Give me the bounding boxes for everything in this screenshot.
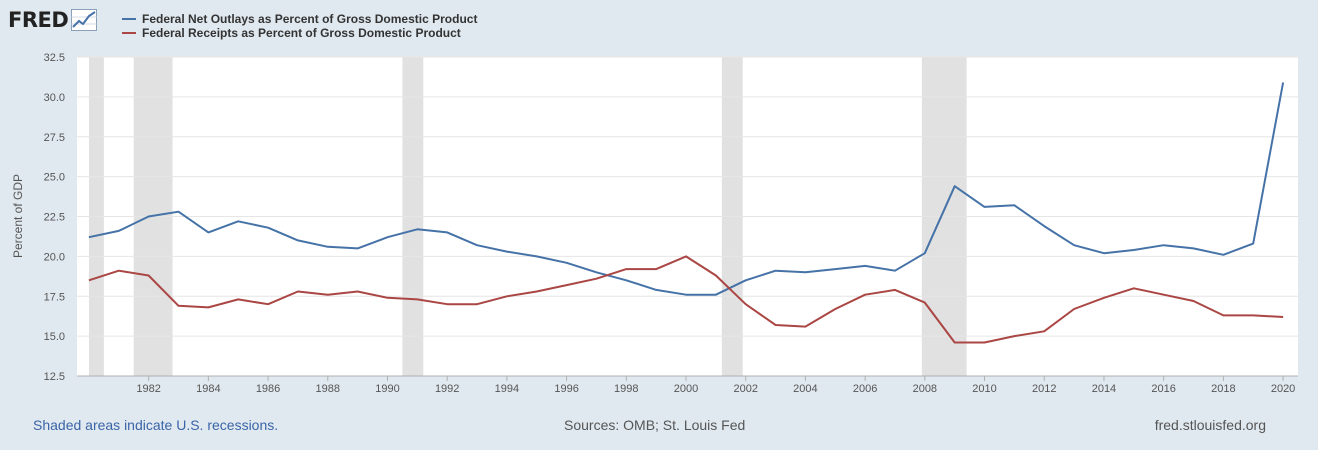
y-tick-label: 22.5: [44, 212, 65, 224]
x-tick-label: 2016: [1151, 383, 1175, 395]
sources-text: Sources: OMB; St. Louis Fed: [564, 417, 746, 433]
y-tick-label: 17.5: [44, 291, 65, 303]
y-axis-label: Percent of GDP: [11, 174, 25, 258]
x-tick-label: 1994: [495, 383, 519, 395]
legend-swatch-receipts: [122, 32, 136, 34]
series-line-receipts: [88, 255, 1284, 344]
legend-swatch-outlays: [122, 18, 136, 20]
x-tick-label: 1996: [554, 383, 578, 395]
legend-item-receipts[interactable]: Federal Receipts as Percent of Gross Dom…: [122, 26, 477, 40]
x-tick-label: 2010: [972, 383, 996, 395]
x-tick-label: 2020: [1271, 383, 1295, 395]
fred-logo[interactable]: FRED: [8, 6, 98, 34]
chart-line-icon: [71, 9, 98, 31]
y-tick-label: 30.0: [44, 92, 65, 104]
x-tick-label: 1984: [196, 383, 220, 395]
recession-note-link[interactable]: Shaded areas indicate U.S. recessions.: [33, 417, 279, 433]
x-tick-label: 1986: [256, 383, 280, 395]
y-tick-label: 27.5: [44, 132, 65, 144]
x-tick-label: 2008: [913, 383, 937, 395]
site-url[interactable]: fred.stlouisfed.org: [1154, 417, 1266, 433]
x-tick-label: 1990: [375, 383, 399, 395]
series-line-outlays: [88, 82, 1285, 296]
x-tick-label: 1988: [316, 383, 340, 395]
y-tick-label: 25.0: [44, 172, 65, 184]
x-tick-label: 2004: [793, 383, 817, 395]
x-tick-label: 2018: [1211, 383, 1235, 395]
y-tick-label: 15.0: [44, 331, 65, 343]
legend-label-receipts: Federal Receipts as Percent of Gross Dom…: [142, 26, 461, 40]
y-tick-label: 32.5: [44, 52, 65, 64]
x-tick-label: 2014: [1092, 383, 1116, 395]
x-tick-label: 1998: [614, 383, 638, 395]
chart-legend: Federal Net Outlays as Percent of Gross …: [122, 12, 477, 40]
x-tick-label: 2012: [1032, 383, 1056, 395]
legend-label-outlays: Federal Net Outlays as Percent of Gross …: [142, 12, 478, 26]
x-tick-label: 2000: [674, 383, 698, 395]
logo-text: FRED: [8, 8, 69, 32]
y-axis-ticks: 12.5 15.0 17.5 20.0 22.5 25.0 27.5 30.0 32.5: [44, 52, 65, 383]
x-axis-ticks: 1982 1984 1986 1988 1990 1992 1994 1996 1998 2000…: [77, 375, 1298, 395]
x-tick-label: 1992: [435, 383, 459, 395]
x-tick-label: 1982: [136, 383, 160, 395]
y-tick-label: 12.5: [44, 371, 65, 383]
series-lines: [88, 82, 1285, 344]
y-tick-label: 20.0: [44, 251, 65, 263]
legend-item-outlays[interactable]: Federal Net Outlays as Percent of Gross …: [122, 12, 477, 26]
x-tick-label: 2002: [733, 383, 757, 395]
x-tick-label: 2006: [853, 383, 877, 395]
